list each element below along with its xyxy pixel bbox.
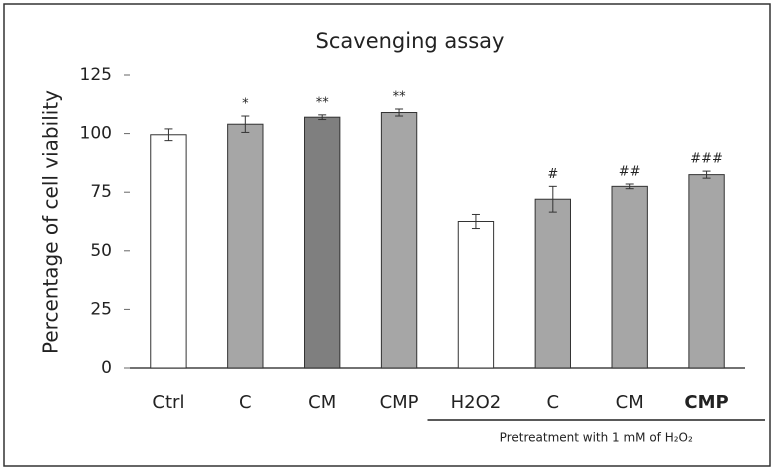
bar: [535, 199, 570, 368]
bar: [305, 117, 340, 368]
x-tick-label: CMP: [684, 392, 728, 413]
significance-label: #: [547, 167, 558, 182]
chart: Scavenging assay Percentage of cell viab…: [0, 0, 776, 471]
bar: [381, 113, 416, 368]
x-tick-label: H2O2: [451, 392, 502, 413]
x-tick-label: C: [239, 392, 252, 413]
x-tick-label: Ctrl: [152, 392, 184, 413]
bar: [228, 124, 263, 368]
bar: [612, 186, 647, 368]
y-tick-label: 125: [80, 65, 112, 85]
chart-title: Scavenging assay: [316, 29, 505, 53]
significance-label: **: [393, 89, 407, 104]
x-tick-label: CM: [308, 392, 336, 413]
y-tick-label: 75: [90, 182, 112, 202]
x-tick-label: C: [547, 392, 560, 413]
y-tick-label: 100: [80, 124, 112, 144]
significance-label: ##: [619, 164, 641, 179]
y-tick-label: 0: [101, 358, 112, 378]
group-label: Pretreatment with 1 mM of H₂O₂: [500, 431, 693, 445]
bar: [689, 175, 724, 368]
y-tick-label: 25: [90, 299, 112, 319]
y-axis-label: Percentage of cell viability: [39, 90, 63, 354]
x-tick-label: CM: [616, 392, 644, 413]
x-tick-label: CMP: [380, 392, 419, 413]
bar: [151, 135, 186, 368]
significance-label: **: [316, 95, 330, 110]
y-tick-label: 50: [90, 241, 112, 261]
significance-label: ###: [690, 152, 723, 167]
bar: [458, 222, 493, 369]
significance-label: *: [242, 97, 249, 112]
